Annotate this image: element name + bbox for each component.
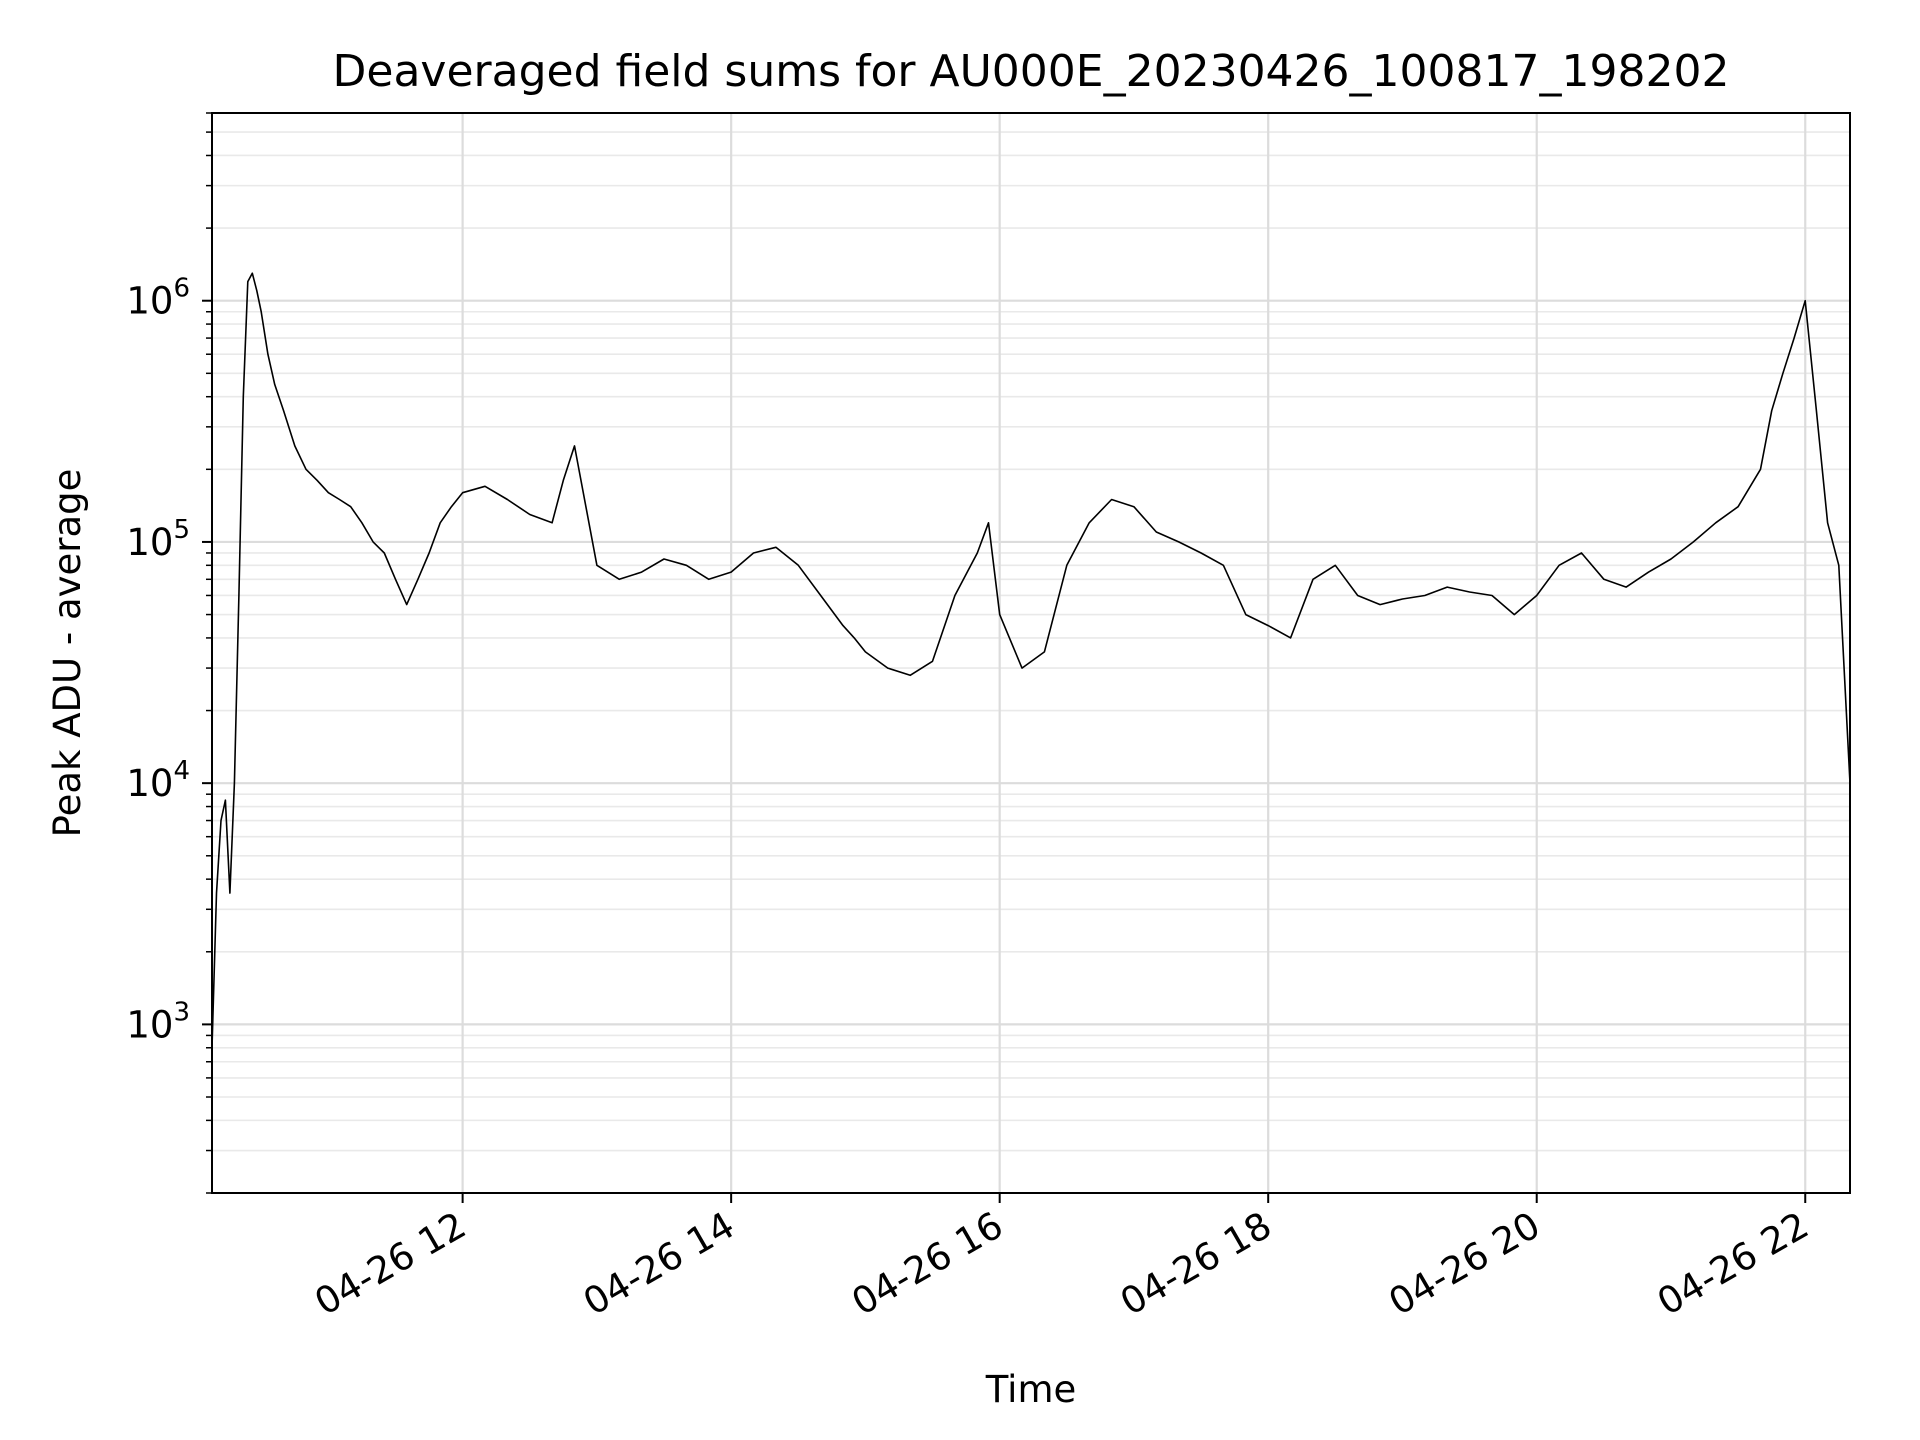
series-line bbox=[211, 272, 1851, 1048]
y-axis-label: Peak ADU - average bbox=[46, 469, 89, 838]
chart-title: Deaveraged field sums for AU000E_2023042… bbox=[333, 46, 1730, 97]
series-layer bbox=[211, 272, 1851, 1048]
y-tick-label: 103 bbox=[126, 997, 190, 1046]
y-tick-label: 105 bbox=[126, 515, 190, 564]
y-tick-label: 104 bbox=[126, 756, 190, 805]
y-tick-label: 106 bbox=[126, 274, 190, 323]
x-axis-label: Time bbox=[985, 1368, 1077, 1411]
plot-frame bbox=[211, 112, 1851, 1194]
grid bbox=[212, 112, 1850, 1194]
